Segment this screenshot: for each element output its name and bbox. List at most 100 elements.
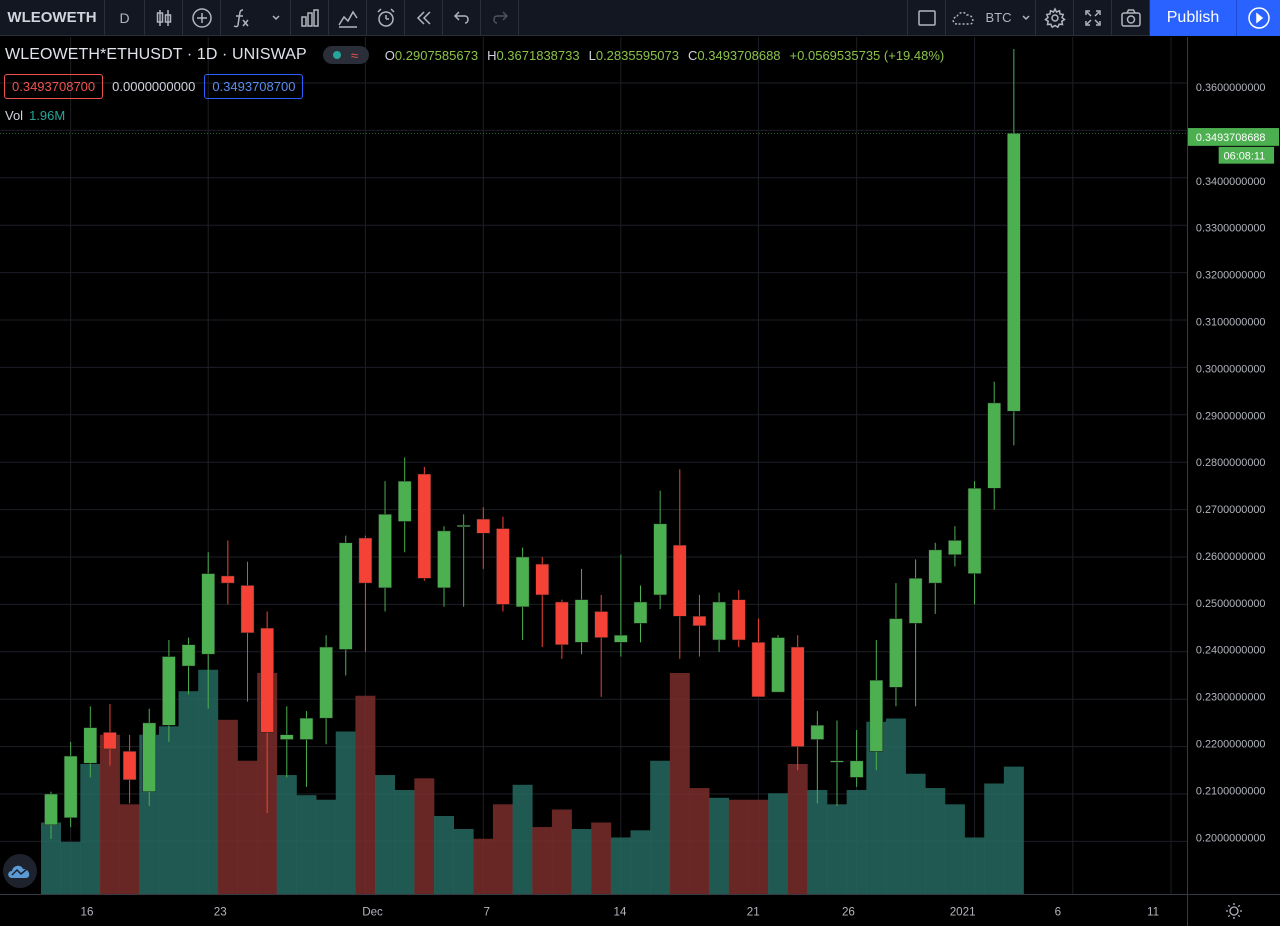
price-tick-label: 0.2300000000 [1196, 692, 1266, 704]
compare-button[interactable] [183, 0, 221, 36]
volume-bar [885, 718, 906, 894]
price-tick-label: 0.3600000000 [1196, 82, 1266, 94]
volume-value: 1.96M [29, 108, 66, 123]
candle-body [732, 599, 746, 641]
third-value-box[interactable]: 0.3493708700 [204, 74, 304, 99]
volume-bar [846, 790, 867, 894]
candle-body [908, 578, 923, 624]
bar-chart-icon [300, 8, 319, 27]
candle-body [299, 717, 314, 740]
publish-button[interactable]: Publish [1150, 0, 1236, 36]
compare-symbol-button[interactable]: BTC [946, 0, 1036, 36]
candle-body [712, 601, 726, 641]
time-tick-label: 14 [614, 905, 627, 918]
price-tick-label: 0.2000000000 [1196, 832, 1266, 844]
price-tick-label: 0.2500000000 [1196, 598, 1266, 610]
time-axis[interactable]: 16 23 Dec 7 14 21 26 2021 6 11 [0, 894, 1187, 926]
volume-bar [434, 816, 454, 894]
snapshot-button[interactable] [1112, 0, 1150, 36]
volume-bar [473, 838, 494, 894]
volume-bar [178, 691, 199, 894]
price-axis[interactable]: 0.36000000000.35000000000.34000000000.33… [1187, 37, 1280, 894]
volume-bar [689, 788, 710, 894]
undo-button[interactable] [443, 0, 481, 36]
candle-body [849, 760, 864, 778]
volume-bar [492, 804, 513, 894]
interval-button[interactable]: D [105, 0, 145, 36]
legend-toggle[interactable]: ≈ [322, 46, 369, 64]
volume-bar [414, 778, 435, 894]
candle-body [181, 644, 196, 667]
volume-bar [119, 804, 140, 894]
cloud-logo-icon [8, 865, 30, 878]
candle-body [142, 722, 156, 792]
chart-pane[interactable] [0, 37, 1187, 894]
candle-body [948, 540, 962, 555]
volume-bar [650, 760, 671, 894]
layout-button[interactable] [908, 0, 946, 36]
volume-bar [394, 790, 415, 894]
candle-body [928, 549, 942, 584]
candle-body [594, 611, 608, 638]
candle-body [456, 524, 471, 527]
price-tick-label: 0.2100000000 [1196, 785, 1266, 797]
indicators-button[interactable] [221, 0, 291, 36]
cloud-icon [952, 11, 974, 25]
settings-button[interactable] [1036, 0, 1074, 36]
toolbar-spacer [519, 0, 908, 36]
alarm-clock-icon [376, 7, 395, 27]
candle-body [496, 528, 510, 605]
volume-bar [41, 822, 61, 894]
time-tick-label: 2021 [950, 905, 976, 918]
axis-settings-button[interactable] [1187, 894, 1280, 926]
volume-bar [571, 829, 592, 894]
undo-icon [453, 10, 469, 24]
candle-body [574, 599, 589, 643]
volume-bar [944, 804, 965, 894]
candle-body [240, 585, 255, 634]
candle-body [63, 755, 78, 818]
volume-bar [925, 788, 946, 894]
chart-type-button[interactable] [145, 0, 183, 36]
alert-button[interactable] [367, 0, 405, 36]
fx-icon [233, 8, 249, 27]
candle-body [162, 656, 176, 726]
chart-legend: WLEOWETH*ETHUSDT · 1D · UNISWAP ≈ O0.290… [5, 46, 944, 64]
price-tick-label: 0.2700000000 [1196, 504, 1266, 516]
volume-bar [60, 842, 81, 894]
price-tick-label: 0.3000000000 [1196, 363, 1266, 375]
volume-legend: Vol 1.96M [5, 108, 65, 123]
plus-circle-icon [191, 7, 212, 28]
replay-button[interactable] [405, 0, 443, 36]
redo-button[interactable] [481, 0, 519, 36]
price-tick-label: 0.3200000000 [1196, 270, 1266, 282]
first-value-box[interactable]: 0.3493708700 [4, 74, 104, 99]
volume-bar [375, 775, 396, 894]
candle-body [692, 616, 707, 626]
price-tick-label: 0.2800000000 [1196, 457, 1266, 469]
volume-bar [99, 734, 120, 894]
volume-bar [827, 804, 847, 894]
candle-body [122, 751, 137, 781]
financials-button[interactable] [291, 0, 329, 36]
symbol-title[interactable]: WLEOWETH*ETHUSDT · 1D · UNISWAP [5, 46, 307, 63]
change-value: +0.0569535735 (+19.48%) [789, 47, 945, 63]
volume-bar [630, 830, 651, 894]
tradingview-logo[interactable] [3, 854, 37, 888]
fullscreen-button[interactable] [1074, 0, 1112, 36]
second-value: 0.0000000000 [112, 79, 196, 94]
templates-button[interactable] [329, 0, 367, 36]
sun-icon [1226, 902, 1242, 919]
time-tick-label: 7 [484, 905, 490, 918]
countdown-label: 06:08:11 [1224, 151, 1266, 163]
price-tick-label: 0.2600000000 [1196, 551, 1266, 563]
symbol-search-button[interactable]: WLEOWETH [0, 0, 105, 36]
candle-body [830, 760, 844, 763]
volume-bar [198, 669, 219, 894]
publish-options-button[interactable] [1236, 0, 1280, 36]
last-price-label: 0.3493708688 [1196, 132, 1266, 144]
candle-body [397, 480, 412, 522]
candle-body [967, 488, 982, 574]
candle-body [221, 575, 235, 584]
candle-body [771, 637, 785, 693]
